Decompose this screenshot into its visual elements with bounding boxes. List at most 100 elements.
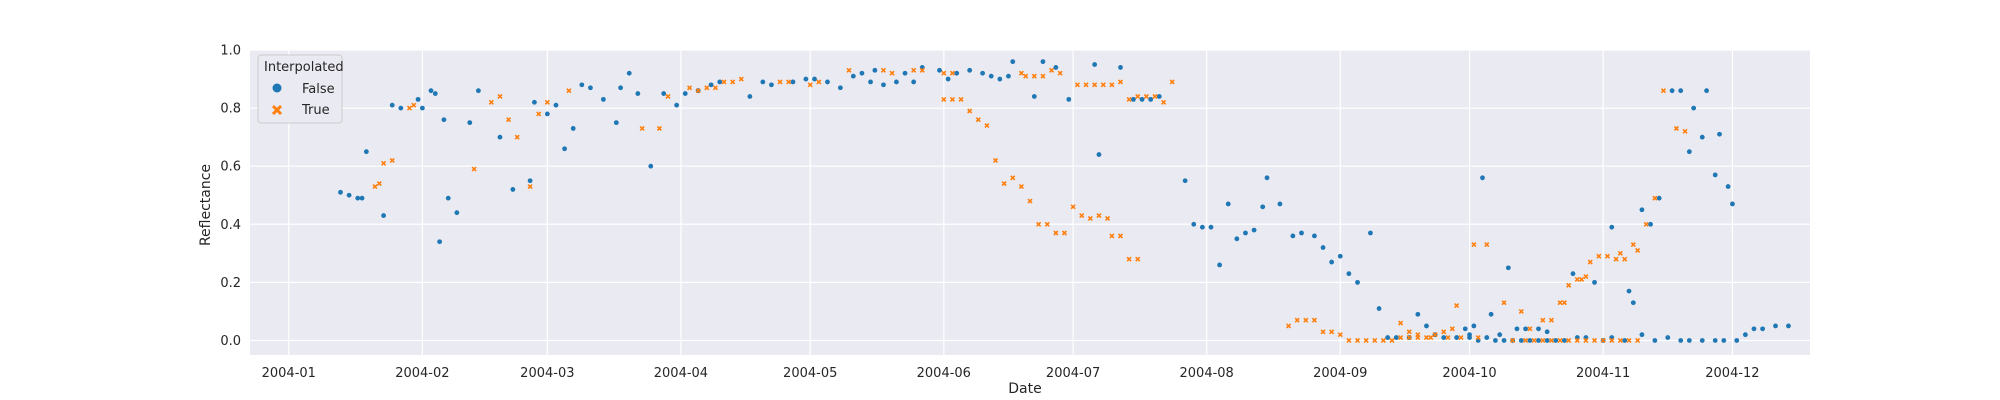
data-point-false xyxy=(544,111,550,117)
data-point-false xyxy=(1518,338,1524,343)
data-point-false xyxy=(1561,338,1567,343)
x-tick-label: 2004-04 xyxy=(654,366,708,381)
data-point-false xyxy=(1441,335,1447,340)
data-point-true xyxy=(1152,93,1158,100)
data-point-false xyxy=(1669,88,1675,94)
data-point-true xyxy=(1617,250,1623,256)
data-point-false xyxy=(1652,338,1658,343)
data-point-true xyxy=(1523,337,1529,344)
data-point-true xyxy=(1548,337,1555,344)
data-point-false xyxy=(1497,332,1503,338)
data-point-true xyxy=(958,96,964,102)
data-point-false xyxy=(588,85,593,91)
data-point-false xyxy=(997,76,1003,82)
data-point-true xyxy=(1660,88,1667,94)
data-point-false xyxy=(894,79,899,85)
data-point-false xyxy=(1639,332,1645,338)
data-point-true xyxy=(1053,230,1059,236)
legend-title: Interpolated xyxy=(264,60,344,75)
data-point-false xyxy=(1480,175,1485,181)
data-point-true xyxy=(406,105,413,111)
data-point-true xyxy=(1036,221,1042,227)
data-point-true xyxy=(1561,300,1567,306)
data-point-false xyxy=(1066,96,1072,102)
data-point-false xyxy=(432,91,438,96)
data-point-false xyxy=(1424,323,1429,329)
data-point-false xyxy=(825,79,830,85)
legend-marker-false xyxy=(272,83,282,93)
data-point-true xyxy=(1501,300,1507,306)
y-tick-label: 0.2 xyxy=(220,276,241,291)
data-point-false xyxy=(945,76,951,82)
data-point-true xyxy=(992,157,999,163)
data-point-false xyxy=(1156,94,1162,99)
data-point-true xyxy=(1510,337,1516,344)
data-point-true xyxy=(889,70,895,76)
data-point-false xyxy=(1648,221,1653,227)
data-point-true xyxy=(919,67,925,73)
data-point-false xyxy=(1678,338,1684,343)
data-point-false xyxy=(532,99,537,105)
data-point-true xyxy=(372,183,378,190)
data-point-true xyxy=(1079,213,1085,219)
data-point-false xyxy=(579,82,585,88)
data-point-true xyxy=(1673,125,1679,131)
data-point-true xyxy=(1458,335,1464,341)
data-point-false xyxy=(1329,259,1335,265)
data-point-false xyxy=(1006,73,1011,79)
data-point-false xyxy=(553,102,559,108)
data-point-true xyxy=(1001,181,1007,187)
data-point-true xyxy=(544,99,550,105)
data-point-true xyxy=(1587,259,1593,265)
data-point-false xyxy=(355,195,361,201)
data-point-false xyxy=(850,73,856,79)
data-point-false xyxy=(381,213,386,218)
data-point-false xyxy=(790,79,796,85)
data-point-false xyxy=(1704,88,1709,94)
data-point-false xyxy=(1665,335,1671,340)
data-point-false xyxy=(389,102,395,108)
data-point-false xyxy=(1264,175,1270,181)
data-point-false xyxy=(1699,134,1705,140)
data-point-true xyxy=(1574,276,1580,283)
data-point-true xyxy=(1596,253,1602,259)
data-point-true xyxy=(1363,337,1369,344)
data-point-false xyxy=(454,210,460,216)
data-point-false xyxy=(1751,326,1757,332)
data-point-true xyxy=(941,70,947,76)
data-point-true xyxy=(1591,337,1598,344)
data-point-true xyxy=(1057,70,1063,76)
data-point-false xyxy=(1118,65,1123,70)
data-point-true xyxy=(695,88,701,94)
data-point-false xyxy=(1639,207,1645,213)
data-point-false xyxy=(769,82,774,88)
data-point-false xyxy=(1260,204,1266,210)
data-point-false xyxy=(1656,195,1662,201)
data-point-true xyxy=(1337,332,1343,338)
data-point-true xyxy=(1100,82,1106,88)
data-point-false xyxy=(648,163,654,169)
data-point-false xyxy=(1760,326,1765,332)
data-point-false xyxy=(1217,262,1223,268)
data-point-true xyxy=(1117,233,1124,239)
legend: Interpolated False True xyxy=(257,54,344,124)
data-point-true xyxy=(816,79,822,85)
data-point-true xyxy=(1096,213,1102,219)
data-point-true xyxy=(1027,198,1033,204)
data-point-true xyxy=(1449,326,1455,332)
data-point-true xyxy=(1531,337,1537,344)
data-point-false xyxy=(1544,329,1550,335)
data-point-true xyxy=(536,111,542,117)
data-point-false xyxy=(527,178,533,184)
data-point-true xyxy=(1445,335,1451,341)
data-point-true xyxy=(1040,73,1046,79)
data-point-true xyxy=(1311,317,1317,323)
data-point-true xyxy=(1354,337,1361,344)
data-point-false xyxy=(747,94,753,99)
data-point-true xyxy=(1566,337,1572,344)
data-point-true xyxy=(471,166,477,172)
data-point-true xyxy=(1109,233,1115,239)
data-point-false xyxy=(1467,332,1472,338)
data-point-false xyxy=(497,134,503,140)
data-point-false xyxy=(1712,338,1718,343)
